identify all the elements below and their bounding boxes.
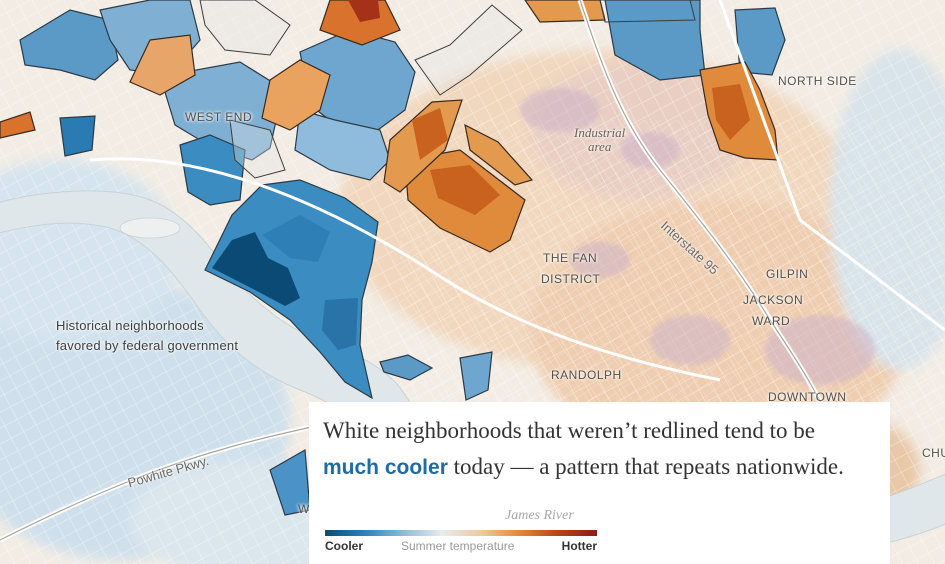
label-randolph: RANDOLPH [551,368,622,382]
caption-text-before: White neighborhoods that weren’t redline… [323,418,816,443]
caption-box: White neighborhoods that weren’t redline… [309,402,890,564]
label-industrial: Industrial [574,125,626,140]
label-north-side: NORTH SIDE [778,74,857,88]
river-island [119,217,181,239]
industrial-zone [520,88,875,385]
other-neighborhoods [199,0,696,179]
label-industrial-area: Industrial area [574,126,625,154]
label-jackson: JACKSON [743,293,804,307]
legend-cooler-label: Cooler [325,539,364,553]
legend-center-label: Summer temperature [401,539,515,553]
label-ward: WARD [752,314,791,328]
temperature-legend: Cooler Summer temperature Hotter [325,530,597,555]
label-the-fan-district: DISTRICT [541,272,601,286]
label-area: area [587,139,612,154]
label-the-fan: THE FAN [543,251,598,265]
label-james-river: James River [505,508,574,523]
caption-text-after: today — a pattern that repeats nationwid… [447,454,844,479]
annotation-line-2: favored by federal government [56,338,239,353]
label-gilpin: GILPIN [766,267,809,281]
caption-highlight: much cooler [323,456,448,479]
annotation-line-1: Historical neighborhoods [56,318,204,333]
label-downtown: DOWNTOWN [768,390,847,404]
legend-labels: Cooler Summer temperature Hotter [325,539,597,555]
roads [0,0,945,543]
caption-text: White neighborhoods that weren’t redline… [323,413,876,486]
legend-hotter-label: Hotter [561,539,597,553]
label-chu: CHU [922,446,945,460]
cool-neighborhoods [19,0,786,516]
annotation-favored-neighborhoods: Historical neighborhoods favored by fede… [56,316,238,356]
legend-gradient-bar [325,530,597,536]
label-west-end: WEST END [185,110,253,124]
